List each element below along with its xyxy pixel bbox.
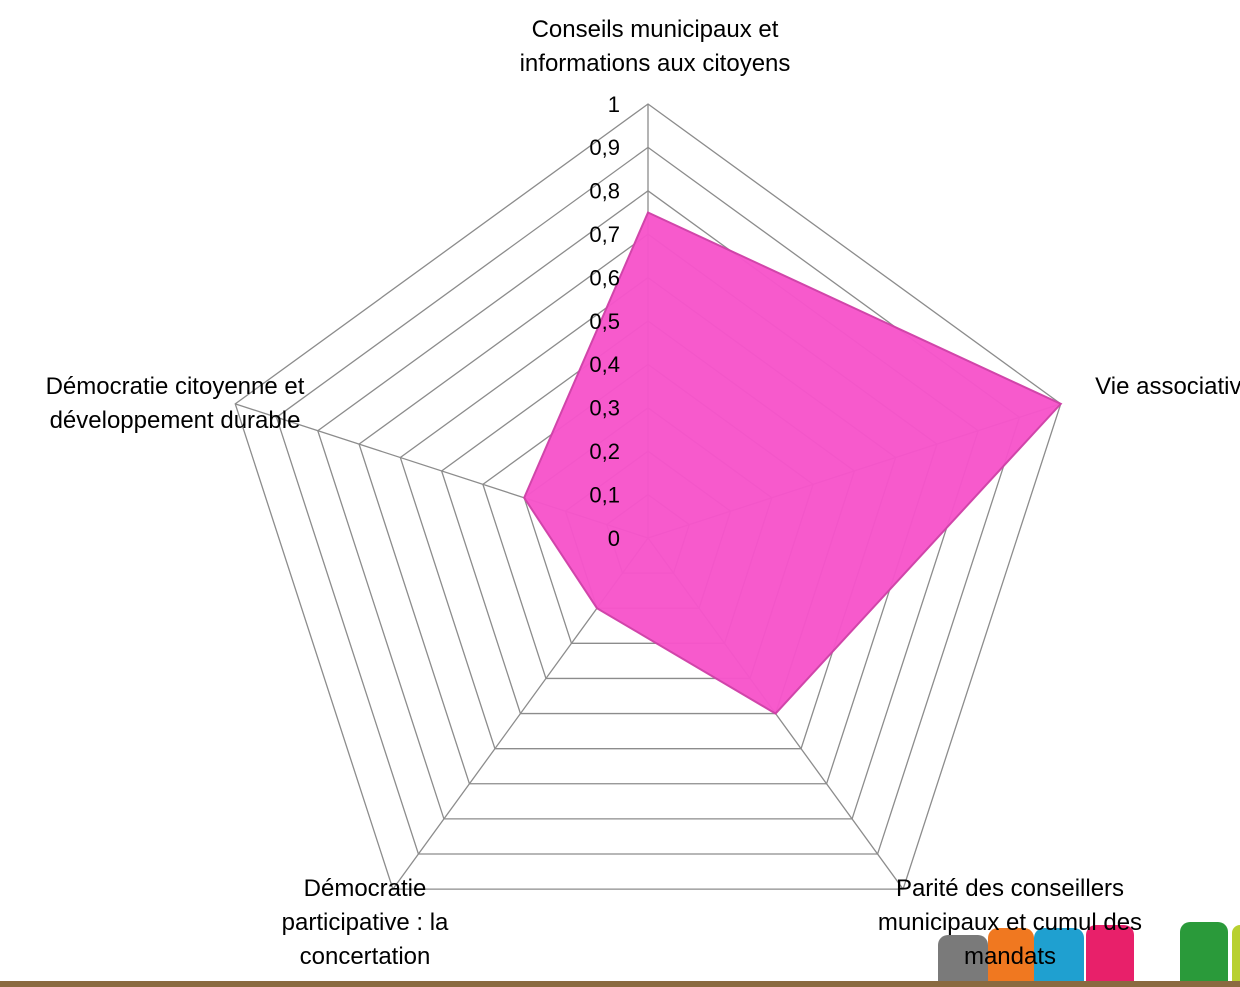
tick-label: 0,1 xyxy=(589,482,620,507)
grid-ring xyxy=(234,103,1062,890)
tick-label: 0,5 xyxy=(589,309,620,334)
tick-label: 1 xyxy=(608,92,620,117)
tick-label: 0,9 xyxy=(589,135,620,160)
axis-label: Démocratie citoyenne et développement du… xyxy=(45,373,305,434)
series-area xyxy=(523,211,1063,715)
tick-label: 0,3 xyxy=(589,396,620,421)
tick-label: 0,2 xyxy=(589,439,620,464)
tick-label: 0 xyxy=(608,526,620,551)
axis-label: Parité des conseillers municipaux et cum… xyxy=(877,875,1143,970)
bottom-rule xyxy=(0,981,1240,987)
axis-label: Conseils municipaux et informations aux … xyxy=(519,16,791,77)
logo xyxy=(938,922,1240,987)
tick-label: 0,4 xyxy=(589,352,620,377)
tick-label: 0,7 xyxy=(589,222,620,247)
tick-label: 0,6 xyxy=(589,265,620,290)
tick-label: 0,8 xyxy=(589,179,620,204)
axis-label: Démocratie participative : la concertati… xyxy=(281,875,449,970)
axis-label: Vie associative xyxy=(1095,373,1240,400)
